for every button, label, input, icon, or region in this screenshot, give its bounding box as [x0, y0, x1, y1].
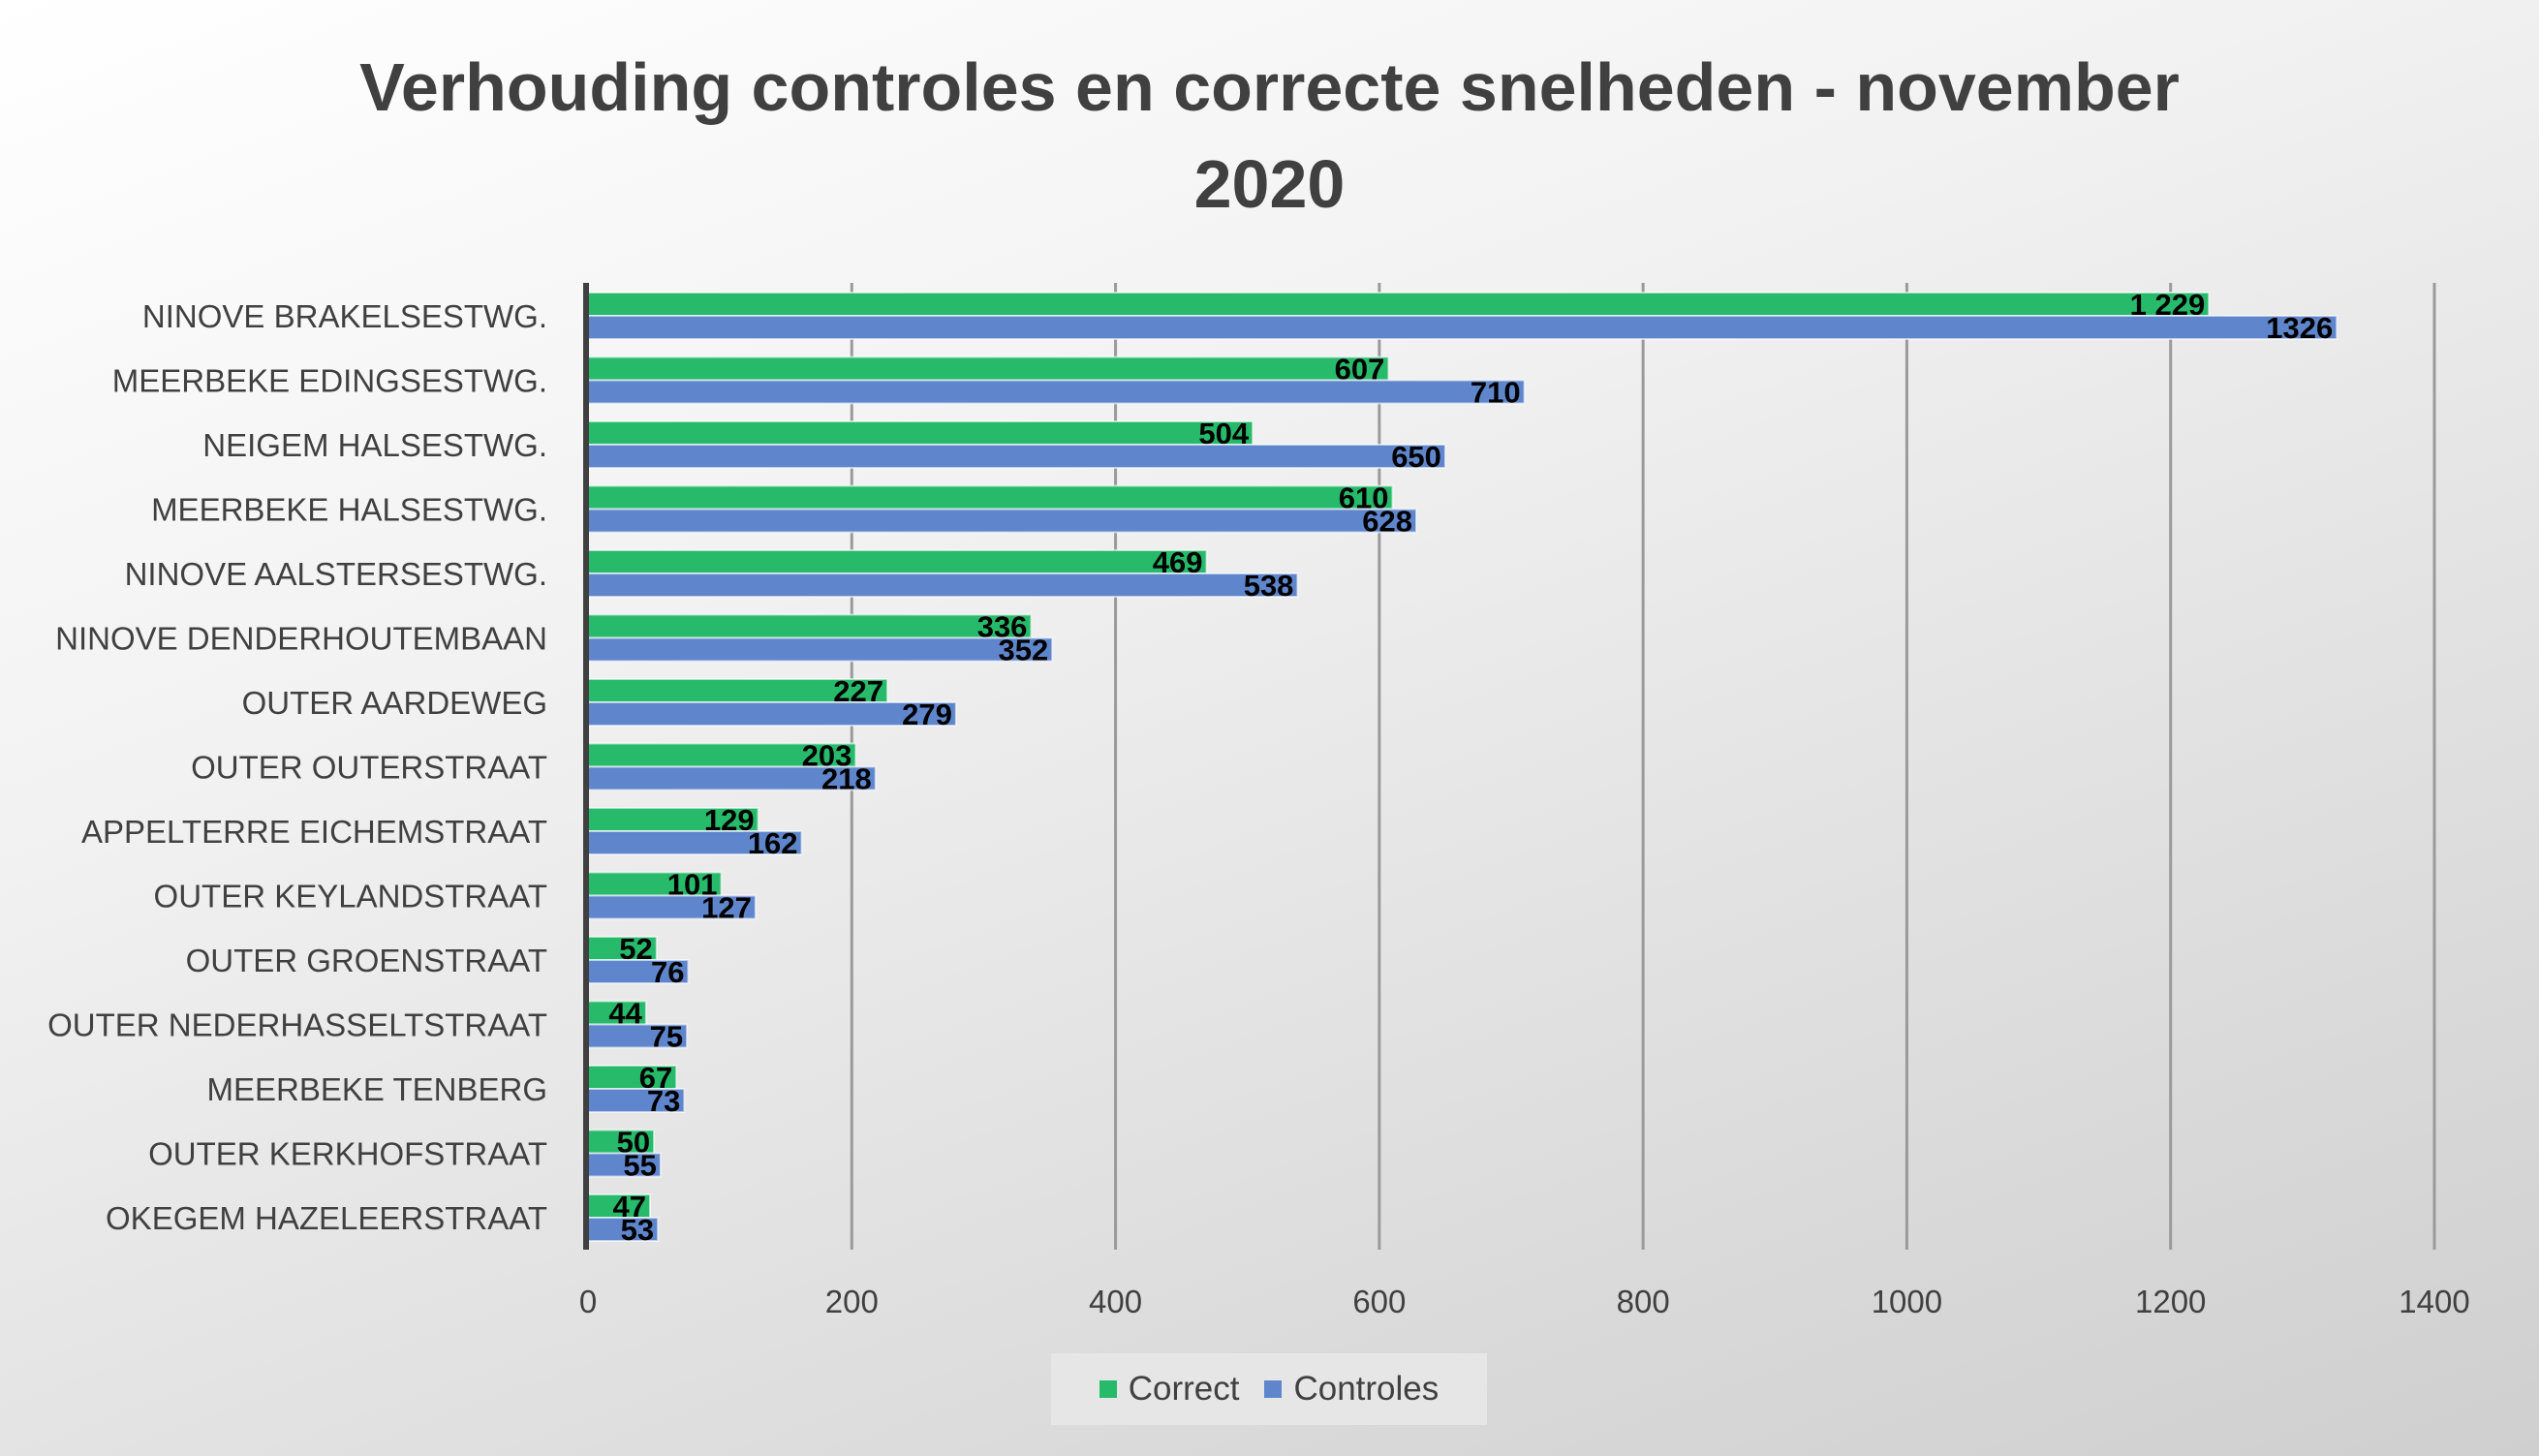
category-label: NINOVE BRAKELSESTWG. [142, 298, 547, 334]
bar-correct [587, 613, 1033, 639]
x-tick-label: 1200 [2135, 1284, 2206, 1319]
bar-correct [587, 936, 658, 961]
data-label-controles: 127 [701, 891, 752, 925]
legend-item-correct: Correct [1099, 1370, 1240, 1409]
chart-title-line-2: 2020 [1193, 146, 1346, 222]
bar-controles [587, 508, 1417, 534]
x-tick-label: 400 [1089, 1284, 1142, 1319]
category-label: NEIGEM HALSESTWG. [202, 427, 547, 463]
bar-controles [587, 1088, 686, 1113]
bar-correct [587, 420, 1254, 446]
bar-correct [587, 549, 1208, 574]
category-label: OKEGEM HAZELEERSTRAAT [106, 1200, 547, 1236]
data-label-controles: 73 [647, 1084, 680, 1118]
category-label: NINOVE DENDERHOUTEMBAAN [55, 621, 547, 657]
bar-controles [587, 315, 2338, 340]
legend: Correct Controles [1051, 1353, 1487, 1425]
legend-label-correct: Correct [1128, 1370, 1240, 1408]
legend-swatch-correct [1099, 1380, 1117, 1398]
bar-controles [587, 959, 690, 984]
category-label: MEERBEKE TENBERG [207, 1071, 547, 1107]
chart-title-line-1: Verhouding controles en correcte snelhed… [359, 49, 2180, 125]
data-label-controles: 1326 [2266, 311, 2333, 345]
chart-title: Verhouding controles en correcte snelhed… [0, 39, 2539, 232]
category-label: NINOVE AALSTERSESTWG. [125, 556, 547, 592]
category-label: OUTER NEDERHASSELTSTRAAT [47, 1007, 547, 1043]
bar-controles [587, 379, 1526, 405]
bar-controles [587, 830, 803, 855]
data-label-controles: 53 [621, 1213, 654, 1247]
category-label: OUTER KEYLANDSTRAAT [154, 879, 547, 914]
bar-controles [587, 701, 957, 727]
x-tick-label: 1000 [1872, 1284, 1942, 1319]
x-tick-label: 1400 [2399, 1284, 2469, 1319]
data-label-controles: 218 [821, 762, 872, 796]
category-label: OUTER OUTERSTRAAT [191, 750, 547, 786]
x-tick-label: 600 [1352, 1284, 1406, 1319]
bar-controles [587, 444, 1446, 469]
data-label-controles: 710 [1471, 376, 1521, 410]
category-label: MEERBEKE HALSESTWG. [151, 492, 547, 528]
data-label-controles: 352 [998, 634, 1048, 667]
bar-correct [587, 1065, 678, 1090]
category-label: MEERBEKE EDINGSESTWG. [112, 363, 547, 399]
x-tick-label: 200 [825, 1284, 879, 1319]
category-label: OUTER AARDEWEG [242, 685, 547, 721]
bar-controles [587, 573, 1299, 598]
data-label-controles: 628 [1362, 505, 1412, 539]
bar-correct [587, 807, 759, 832]
x-tick-label: 800 [1617, 1284, 1670, 1319]
bar-controles [587, 636, 1054, 663]
bar-correct [587, 356, 1390, 382]
data-label-controles: 650 [1391, 440, 1441, 474]
data-label-controles: 55 [623, 1149, 656, 1183]
data-label-controles: 279 [902, 697, 952, 731]
bar-controles [587, 1152, 662, 1178]
legend-label-controles: Controles [1293, 1370, 1440, 1408]
bar-correct [587, 484, 1394, 511]
bar-controles [587, 1217, 660, 1242]
legend-item-controles: Controles [1264, 1370, 1439, 1409]
bar-controles [587, 894, 757, 920]
legend-swatch-controles [1264, 1380, 1283, 1398]
data-label-controles: 162 [748, 826, 798, 860]
category-label: OUTER KERKHOFSTRAAT [148, 1136, 547, 1172]
bar-correct [587, 292, 2211, 317]
bar-controles [587, 765, 877, 791]
bar-correct [587, 678, 889, 703]
data-label-controles: 75 [650, 1020, 683, 1054]
data-label-controles: 538 [1244, 569, 1294, 603]
category-label: APPELTERRE EICHEMSTRAAT [81, 814, 547, 850]
x-tick-label: 0 [579, 1284, 597, 1319]
category-label: OUTER GROENSTRAAT [186, 943, 547, 978]
data-label-controles: 76 [651, 955, 684, 989]
bar-correct [587, 742, 857, 768]
